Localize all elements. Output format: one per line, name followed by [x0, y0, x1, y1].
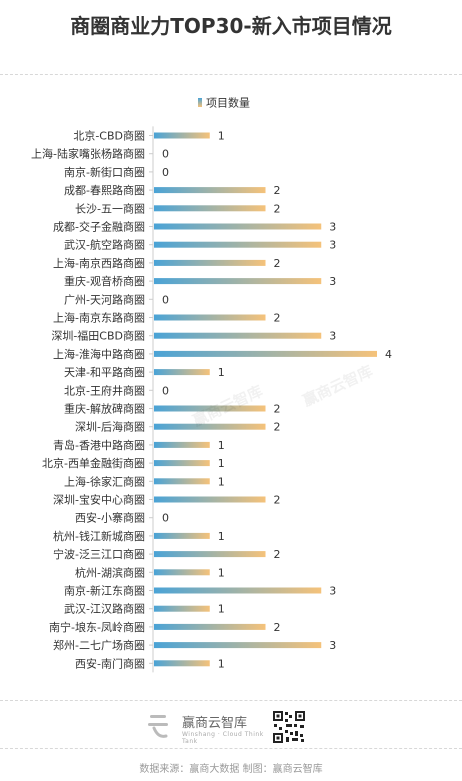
- data-label: 2: [274, 621, 281, 634]
- data-label: 3: [329, 639, 336, 652]
- category-label: 南京-新街口商圈: [64, 165, 145, 179]
- bar: [154, 587, 322, 594]
- category-label: 天津-和平路商圈: [64, 365, 145, 379]
- bar: [154, 259, 266, 266]
- data-label: 1: [218, 566, 225, 579]
- category-label: 北京-CBD商圈: [73, 129, 145, 143]
- bar: [154, 278, 322, 285]
- divider-bottom: [0, 748, 462, 749]
- category-label: 上海-陆家嘴张杨路商圈: [31, 147, 145, 161]
- category-label: 武汉-江汉路商圈: [64, 602, 145, 616]
- data-label: 3: [329, 585, 336, 598]
- category-label: 南京-新江东商圈: [64, 584, 145, 598]
- bar: [154, 496, 266, 503]
- data-label: 1: [218, 457, 225, 470]
- brand-block: 赢商云智库 Winshang · Cloud Think Tank: [148, 708, 268, 746]
- bar: [154, 532, 210, 539]
- category-label: 上海-淮海中路商圈: [53, 347, 145, 361]
- bar: [154, 623, 266, 630]
- category-label: 广州-天河路商圈: [64, 292, 145, 306]
- data-label: 0: [162, 166, 169, 179]
- category-label: 深圳-宝安中心商圈: [53, 493, 145, 507]
- category-label: 成都-交子金融商圈: [53, 220, 145, 234]
- legend-label: 项目数量: [206, 97, 250, 110]
- category-label: 深圳-福田CBD商圈: [51, 329, 145, 343]
- category-label: 长沙-五一商圈: [75, 201, 145, 215]
- bar: [154, 205, 266, 212]
- qr-code-icon: [272, 710, 306, 744]
- bar: [154, 441, 210, 448]
- legend-swatch: [198, 98, 202, 107]
- bar: [154, 369, 210, 376]
- data-label: 3: [329, 239, 336, 252]
- bar: [154, 405, 266, 412]
- divider-middle: [0, 700, 462, 701]
- data-label: 2: [274, 548, 281, 561]
- data-label: 0: [162, 512, 169, 525]
- data-label: 2: [274, 421, 281, 434]
- data-label: 2: [274, 494, 281, 507]
- data-label: 1: [218, 366, 225, 379]
- data-label: 0: [162, 148, 169, 161]
- category-label: 重庆-观音桥商圈: [64, 274, 145, 288]
- category-label: 宁波-泛三江口商圈: [53, 547, 145, 561]
- bar: [154, 187, 266, 194]
- category-label: 重庆-解放碑商圈: [64, 402, 145, 416]
- divider-top: [0, 74, 462, 75]
- data-label: 1: [218, 603, 225, 616]
- data-label: 2: [274, 202, 281, 215]
- category-label: 武汉-航空路商圈: [64, 238, 145, 252]
- bar: [154, 478, 210, 485]
- bar: [154, 423, 266, 430]
- category-label: 上海-南京东路商圈: [53, 311, 145, 325]
- bar: [154, 223, 322, 230]
- brand-logo-icon: [148, 715, 168, 738]
- bar: [154, 642, 322, 649]
- category-label: 深圳-后海商圈: [75, 420, 145, 434]
- bar: [154, 132, 210, 139]
- footer-source: 数据来源：赢商大数据 制图：赢商云智库: [139, 764, 323, 775]
- data-label: 4: [385, 348, 392, 361]
- data-label: 2: [274, 403, 281, 416]
- bar: [154, 660, 210, 667]
- category-label: 郑州-二七广场商圈: [53, 638, 145, 652]
- data-label: 2: [274, 184, 281, 197]
- category-label: 上海-徐家汇商圈: [64, 474, 145, 488]
- bar: [154, 605, 210, 612]
- chart-title: 商圈商业力TOP30-新入市项目情况: [70, 14, 392, 38]
- category-label: 青岛-香港中路商圈: [53, 438, 145, 452]
- category-label: 杭州-钱江新城商圈: [53, 529, 145, 543]
- category-label: 成都-春熙路商圈: [64, 183, 145, 197]
- data-label: 0: [162, 384, 169, 397]
- category-label: 西安-南门商圈: [75, 656, 145, 670]
- bar: [154, 241, 322, 248]
- category-label: 杭州-湖滨商圈: [75, 565, 145, 579]
- bar: [154, 332, 322, 339]
- brand-name: 赢商云智库: [182, 716, 248, 731]
- bar: [154, 460, 210, 467]
- data-label: 0: [162, 293, 169, 306]
- category-label: 北京-王府井商圈: [64, 383, 145, 397]
- data-label: 1: [218, 439, 225, 452]
- data-label: 1: [218, 130, 225, 143]
- bar: [154, 314, 266, 321]
- category-label: 南宁-埌东-凤岭商圈: [49, 620, 145, 634]
- brand-subtitle: Winshang · Cloud Think Tank: [182, 731, 264, 745]
- category-label: 西安-小寨商圈: [75, 511, 145, 525]
- data-label: 3: [329, 330, 336, 343]
- category-label: 北京-西单金融街商圈: [42, 456, 145, 470]
- data-label: 3: [329, 275, 336, 288]
- category-label: 上海-南京西路商圈: [53, 256, 145, 270]
- bar: [154, 569, 210, 576]
- data-label: 2: [274, 312, 281, 325]
- data-label: 3: [329, 221, 336, 234]
- bar: [154, 350, 377, 357]
- data-label: 2: [274, 257, 281, 270]
- data-label: 1: [218, 530, 225, 543]
- bar: [154, 551, 266, 558]
- data-label: 1: [218, 657, 225, 670]
- data-label: 1: [218, 475, 225, 488]
